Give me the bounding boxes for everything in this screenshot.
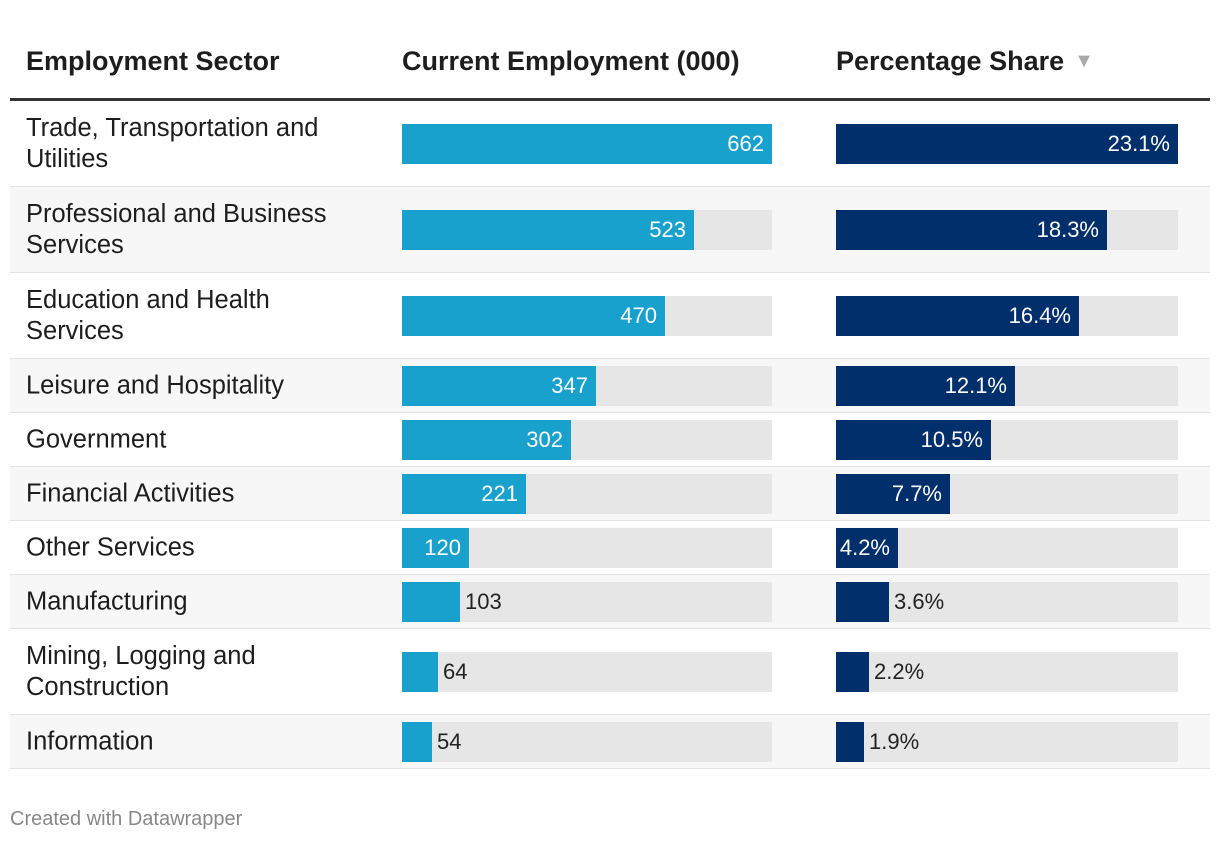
column-header-label: Employment Sector — [26, 46, 280, 76]
share-bar — [836, 721, 864, 762]
employment-bar-track: 470 — [402, 295, 772, 336]
share-value-label: 16.4% — [1008, 302, 1071, 328]
employment-value-label: 64 — [443, 658, 468, 684]
sector-cell: Leisure and Hospitality — [26, 371, 284, 399]
employment-value-label: 221 — [481, 480, 518, 506]
share-value-label: 23.1% — [1107, 130, 1170, 156]
employment-bar — [402, 419, 571, 460]
share-value-label: 10.5% — [920, 426, 983, 452]
employment-bar — [402, 721, 432, 762]
sector-cell: Education and Health Services — [26, 285, 270, 345]
employment-value-label: 103 — [465, 588, 502, 614]
share-bar-track: 4.2% — [836, 527, 1178, 568]
employment-value-label: 470 — [620, 302, 657, 328]
share-bar-track: 18.3% — [836, 209, 1178, 250]
share-value-label: 12.1% — [944, 372, 1007, 398]
table-row: Manufacturing 103 3.6% — [10, 575, 1210, 629]
employment-bar — [402, 209, 694, 250]
employment-bar-track: 103 — [402, 581, 772, 622]
employment-value-label: 523 — [649, 216, 686, 242]
table-row: Professional and Business Services 523 1… — [10, 187, 1210, 273]
employment-bar-track: 120 — [402, 527, 772, 568]
sector-cell: Other Services — [26, 533, 195, 561]
footer-credit[interactable]: Created with Datawrapper — [10, 808, 243, 830]
employment-bar — [402, 473, 526, 514]
share-bar — [836, 123, 1178, 164]
share-value-label: 18.3% — [1036, 216, 1099, 242]
table-row: Trade, Transportation and Utilities 662 … — [10, 101, 1210, 187]
share-bar-track: 1.9% — [836, 721, 1178, 762]
share-value-label: 7.7% — [891, 480, 942, 506]
employment-bar — [402, 651, 438, 692]
employment-bar — [402, 295, 665, 336]
column-header-label: Current Employment (000) — [402, 46, 740, 76]
sector-cell: Financial Activities — [26, 479, 235, 507]
employment-value-label: 54 — [437, 728, 462, 754]
share-value-label: 4.2% — [839, 534, 890, 560]
share-value-label: 1.9% — [869, 728, 920, 754]
employment-bar-track: 523 — [402, 209, 772, 250]
table-row: Other Services 120 4.2% — [10, 521, 1210, 575]
sector-cell: Professional and Business Services — [26, 199, 327, 259]
table-row: Information 54 1.9% — [10, 715, 1210, 769]
table-row: Government 302 10.5% — [10, 413, 1210, 467]
share-bar — [836, 419, 991, 460]
employment-bar-track: 221 — [402, 473, 772, 514]
employment-bar — [402, 581, 460, 622]
share-bar-track: 7.7% — [836, 473, 1178, 514]
sector-cell: Mining, Logging and Construction — [26, 641, 256, 701]
share-bar — [836, 473, 950, 514]
table-header: Employment Sector Current Employment (00… — [10, 0, 1210, 101]
triangle-down-icon: ▼ — [1074, 50, 1094, 72]
sector-cell: Manufacturing — [26, 587, 188, 615]
employment-value-label: 302 — [526, 426, 563, 452]
share-bar-track: 23.1% — [836, 123, 1178, 164]
employment-value-label: 347 — [551, 372, 588, 398]
share-bar — [836, 295, 1079, 336]
employment-bar — [402, 123, 772, 164]
share-bar — [836, 527, 898, 568]
employment-bar-track: 54 — [402, 721, 772, 762]
share-bar — [836, 209, 1107, 250]
share-bar-track: 10.5% — [836, 419, 1178, 460]
table-body: Trade, Transportation and Utilities 662 … — [10, 101, 1210, 769]
share-bar — [836, 581, 889, 622]
employment-bar-track: 347 — [402, 365, 772, 406]
share-value-label: 3.6% — [894, 588, 945, 614]
column-header-label: Percentage Share — [836, 46, 1065, 76]
share-bar-track: 3.6% — [836, 581, 1178, 622]
employment-value-label: 662 — [727, 130, 764, 156]
share-value-label: 2.2% — [874, 658, 925, 684]
employment-value-label: 120 — [424, 534, 461, 560]
table-row: Mining, Logging and Construction 64 2.2% — [10, 629, 1210, 715]
employment-bar — [402, 365, 596, 406]
share-bar-track: 2.2% — [836, 651, 1178, 692]
data-table: Employment Sector Current Employment (00… — [10, 0, 1210, 769]
table-row: Financial Activities 221 7.7% — [10, 467, 1210, 521]
share-bar-track: 12.1% — [836, 365, 1178, 406]
table-row: Leisure and Hospitality 347 12.1% — [10, 359, 1210, 413]
column-header-share[interactable]: Percentage Share ▼ — [836, 46, 1094, 77]
share-bar — [836, 651, 869, 692]
employment-bar-track: 662 — [402, 123, 772, 164]
sector-cell: Government — [26, 425, 167, 453]
employment-bar — [402, 527, 469, 568]
share-bar-track: 16.4% — [836, 295, 1178, 336]
sector-cell: Information — [26, 727, 154, 755]
employment-bar-track: 302 — [402, 419, 772, 460]
column-header-employment[interactable]: Current Employment (000) — [402, 46, 740, 77]
sector-cell: Trade, Transportation and Utilities — [26, 113, 319, 173]
column-header-sector[interactable]: Employment Sector — [26, 46, 280, 77]
share-bar — [836, 365, 1015, 406]
employment-bar-track: 64 — [402, 651, 772, 692]
table-row: Education and Health Services 470 16.4% — [10, 273, 1210, 359]
